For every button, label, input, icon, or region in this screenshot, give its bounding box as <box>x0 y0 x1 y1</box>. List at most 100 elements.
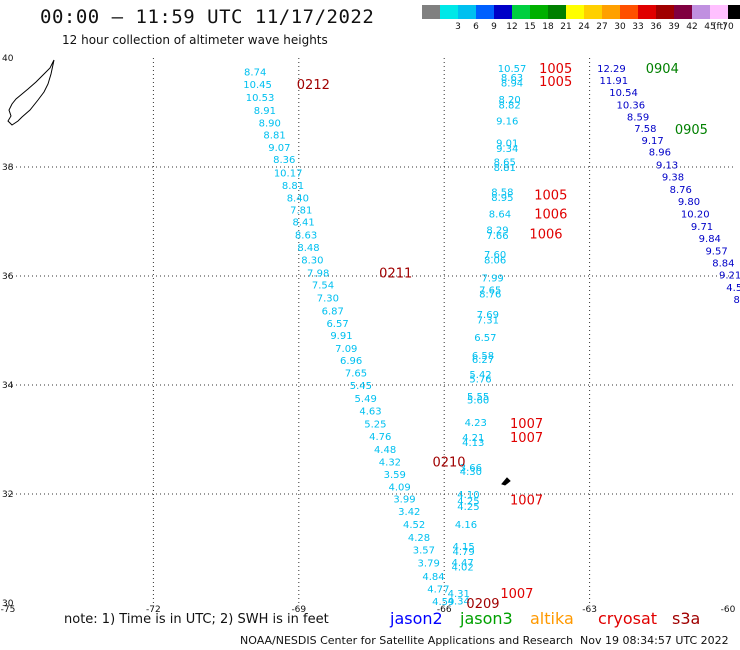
wave-height-label: 8.65 <box>494 158 516 169</box>
satellite-jason2: jason2 <box>390 609 443 628</box>
wave-height-label: 10.17 <box>274 168 303 179</box>
wave-height-label: 3.42 <box>398 507 420 518</box>
legend-label: 27 <box>596 22 608 32</box>
wave-height-label: 9.01 <box>496 138 518 149</box>
wave-height-label: 5.55 <box>467 392 489 403</box>
wave-height-label: 9.21 <box>719 270 740 281</box>
wave-height-label: 8.74 <box>244 68 266 79</box>
wave-height-label: 8.96 <box>649 148 671 159</box>
wave-height-label: 4.21 <box>462 433 484 444</box>
wave-height-label: 8.95 <box>491 193 513 204</box>
wave-height-label: 7.58 <box>634 124 656 135</box>
wave-height-label: 7.99 <box>482 274 504 285</box>
x-tick-label: -75 <box>1 605 16 615</box>
wave-height-label: 9.38 <box>662 172 684 183</box>
wave-height-label: 4.77 <box>427 584 449 595</box>
wave-height-label: 4.63 <box>359 407 381 418</box>
annotations: 0212021102100209100510051005100610061007… <box>297 62 708 612</box>
x-tick-label: -72 <box>146 605 161 615</box>
legend-label: 45 <box>704 22 716 32</box>
wave-height-label: 4.25 <box>457 502 479 513</box>
wave-height-label: 3.59 <box>384 470 406 481</box>
footer-credit: NOAA/NESDIS Center for Satellite Applica… <box>240 634 574 647</box>
time-annotation: 1006 <box>534 207 567 222</box>
wave-height-label: 8.82 <box>498 100 520 111</box>
legend-swatch <box>512 5 530 19</box>
legend-label: 36 <box>650 22 662 32</box>
time-annotation: 1007 <box>500 587 533 602</box>
wave-height-label: 4.30 <box>460 467 482 478</box>
coastline-shape-2 <box>501 477 511 486</box>
legend-label: 18 <box>542 22 554 32</box>
legend-swatch <box>656 5 674 19</box>
time-annotation: 1005 <box>534 188 567 203</box>
legend-swatch <box>710 5 728 19</box>
time-annotation: 1005 <box>539 62 572 77</box>
wave-height-label: 8.20 <box>498 95 520 106</box>
satellite-cryosat: cryosat <box>598 609 658 628</box>
wave-height-label: 9.13 <box>656 160 678 171</box>
x-tick-label: -63 <box>582 605 597 615</box>
wave-height-label: 4.15 <box>452 542 474 553</box>
wave-height-label: 8.30 <box>301 256 323 267</box>
wave-height-label: 4.59 <box>432 597 454 608</box>
wave-height-label: 10.20 <box>681 209 710 220</box>
legend-label: 9 <box>491 22 497 32</box>
x-tick-label: -69 <box>291 605 306 615</box>
wave-height-label: 6.87 <box>322 306 344 317</box>
wave-height-label: 9.57 <box>705 246 727 257</box>
wave-height-label: 10.45 <box>243 80 272 91</box>
wave-height-label: 4.79 <box>452 547 474 558</box>
legend-swatch <box>728 5 740 19</box>
legend-label: 12 <box>506 22 518 32</box>
wave-height-label: 8.76 <box>479 289 501 300</box>
time-annotation: 0904 <box>646 62 679 77</box>
wave-height-label: 8.49 <box>734 295 740 306</box>
legend-unit: (ft) <box>713 22 727 32</box>
wave-height-label: 10.53 <box>246 93 275 104</box>
wave-height-label: 4.09 <box>388 482 410 493</box>
legend-label: 70 <box>722 22 734 32</box>
legend-label: 3 <box>455 22 461 32</box>
wave-height-label: 6.57 <box>474 333 496 344</box>
wave-height-label: 4.13 <box>462 438 484 449</box>
wave-height-label: 7.30 <box>317 293 339 304</box>
wave-height-label: 9.91 <box>330 331 352 342</box>
wave-height-label: 4.23 <box>465 418 487 429</box>
wave-height-label: 4.25 <box>457 497 479 508</box>
time-annotation: 0209 <box>466 597 499 612</box>
y-tick-label: 30 <box>2 599 14 609</box>
y-tick-label: 32 <box>2 490 13 500</box>
wave-height-label: 6.57 <box>326 319 348 330</box>
wave-height-label: 5.76 <box>469 374 491 385</box>
legend-swatch <box>692 5 710 19</box>
wave-height-label: 4.34 <box>448 596 470 607</box>
legend-label: 39 <box>668 22 680 32</box>
legend-swatch <box>620 5 638 19</box>
wave-height-label: 8.29 <box>486 226 508 237</box>
wave-height-label: 9.16 <box>496 117 518 128</box>
wave-height-label: 8.64 <box>489 209 511 220</box>
satellite-s3a: s3a <box>672 609 701 628</box>
grid-lines <box>8 58 735 603</box>
legend-swatch <box>476 5 494 19</box>
wave-height-label: 6.96 <box>340 356 362 367</box>
wave-height-label: 8.81 <box>282 181 304 192</box>
wave-height-label: 12.29 <box>597 64 626 75</box>
legend-swatch <box>494 5 512 19</box>
wave-height-label: 3.79 <box>418 559 440 570</box>
legend-swatch <box>602 5 620 19</box>
wave-height-label: 7.81 <box>290 206 312 217</box>
footer-note: note: 1) Time is in UTC; 2) SWH is in fe… <box>64 612 329 627</box>
wave-height-label: 6.58 <box>472 351 494 362</box>
x-tick-label: -66 <box>437 605 452 615</box>
wave-height-label: 7.60 <box>484 250 506 261</box>
x-tick-label: -60 <box>721 605 736 615</box>
time-annotation: 1007 <box>510 417 543 432</box>
wave-height-label: 3.66 <box>460 463 482 474</box>
legend-label: 33 <box>632 22 644 32</box>
wave-height-label: 8.94 <box>501 79 523 90</box>
legend-swatch <box>440 5 458 19</box>
wave-height-label: 8.36 <box>273 155 295 166</box>
coastline <box>7 59 511 486</box>
